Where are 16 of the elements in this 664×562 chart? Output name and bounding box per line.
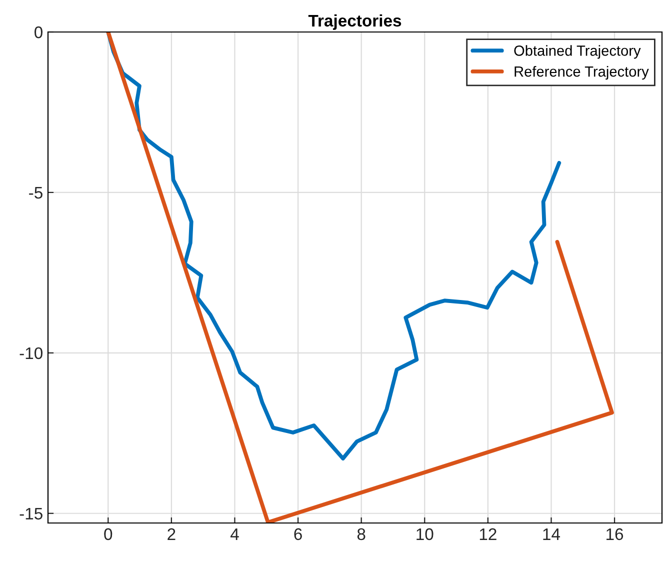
- x-tick-label: 8: [357, 528, 366, 540]
- y-tick-label: -15: [20, 508, 42, 520]
- x-tick-label: 10: [416, 528, 434, 540]
- x-tick-label: 12: [480, 528, 496, 540]
- y-tick-label: -10: [20, 347, 42, 360]
- y-tick-label: 0: [34, 26, 42, 38]
- legend-label: Reference Trajectory: [514, 66, 649, 80]
- x-tick-label: 4: [230, 528, 239, 540]
- x-tick-label: 6: [294, 528, 302, 540]
- legend-label: Obtained Trajectory: [514, 45, 641, 59]
- x-tick-label: 0: [104, 528, 112, 540]
- x-tick-label: 2: [168, 528, 176, 540]
- x-tick-label: 16: [606, 528, 624, 540]
- chart-title: Trajectories: [308, 14, 402, 30]
- x-tick-label: 14: [543, 528, 560, 540]
- y-tick-label: -5: [29, 187, 42, 199]
